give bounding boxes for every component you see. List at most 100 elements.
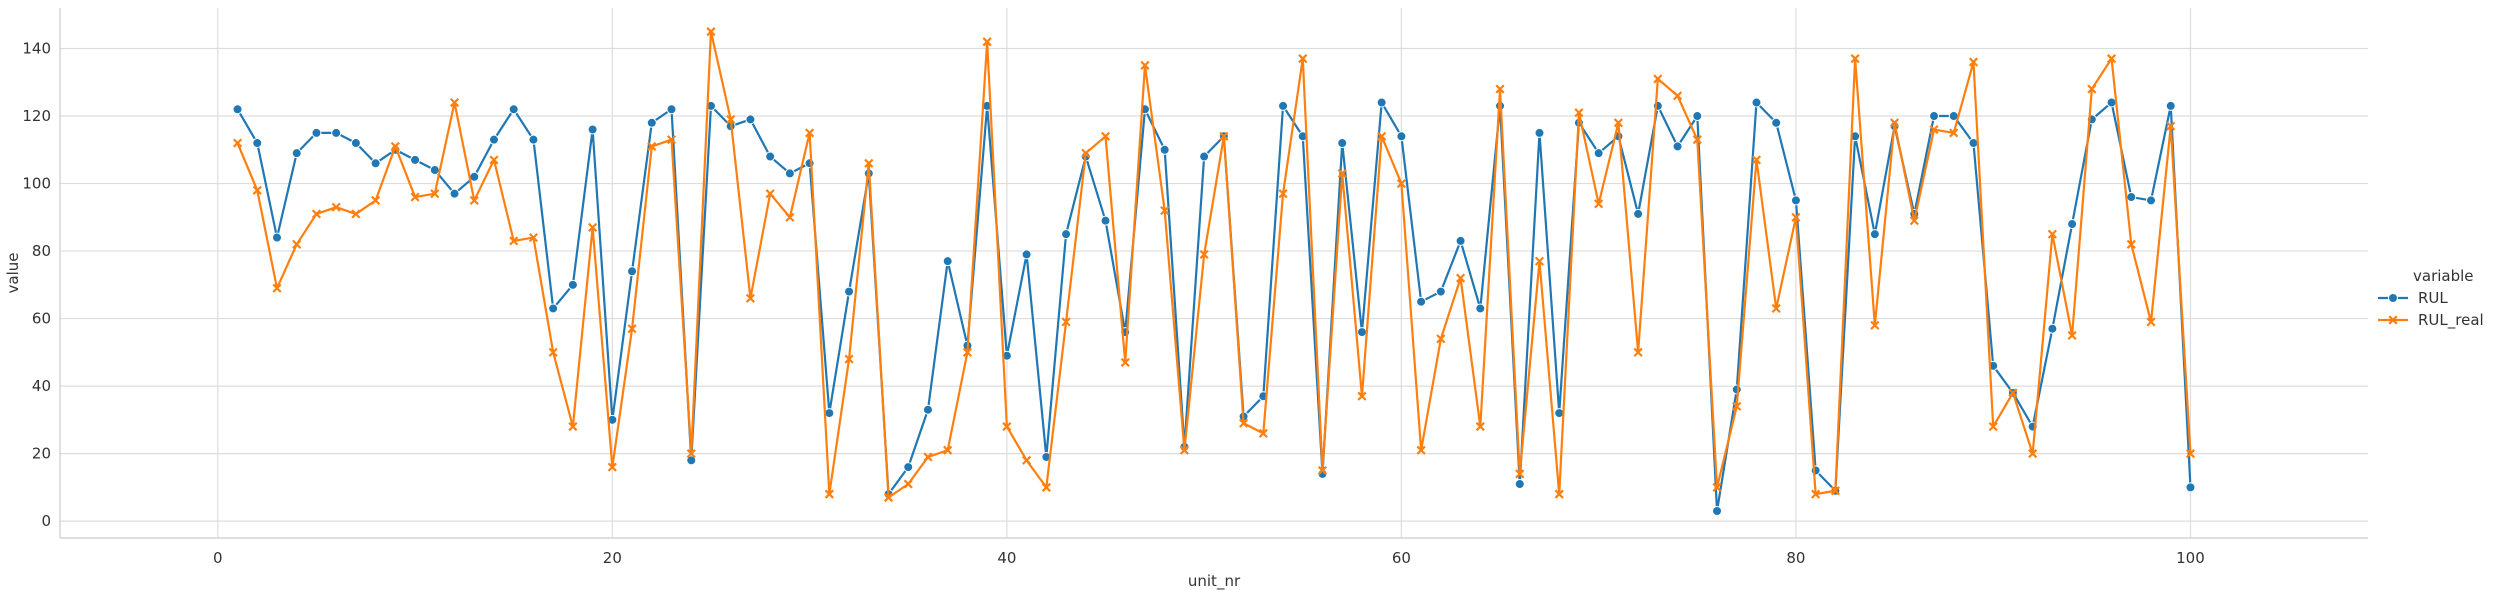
data-point: [844, 354, 854, 364]
data-point: [1278, 189, 1288, 199]
data-point: [1199, 151, 1210, 162]
data-point: [1830, 486, 1840, 496]
data-point: [390, 141, 400, 151]
x-tick-label: 80: [1786, 549, 1805, 567]
x-tick-label: 40: [997, 549, 1016, 567]
tick-labels: 0 20 40 60 80 100 0 20 40 60 80 100 120 140: [22, 40, 2204, 567]
data-point: [962, 347, 972, 357]
data-point: [1534, 127, 1545, 138]
data-point: [726, 114, 736, 124]
data-point: [805, 128, 815, 138]
legend-label: RUL: [2418, 289, 2448, 307]
data-point: [844, 286, 855, 297]
legend-marker: [2388, 293, 2398, 303]
data-point: [1692, 135, 1702, 145]
data-point: [922, 404, 933, 415]
data-point: [1435, 286, 1446, 297]
data-point: [1160, 205, 1170, 216]
y-tick-label: 20: [32, 445, 51, 463]
data-point: [2146, 317, 2156, 327]
data-point: [1337, 168, 1347, 178]
data-point: [232, 104, 243, 115]
data-point: [1574, 108, 1584, 118]
data-point: [1771, 303, 1781, 314]
data-point: [2067, 219, 2078, 230]
data-point: [449, 188, 460, 199]
axes: [59, 8, 2368, 539]
data-point: [1909, 216, 1919, 226]
data-point: [785, 212, 795, 222]
data-point: [1771, 117, 1782, 128]
data-point: [1396, 131, 1407, 142]
data-point: [1514, 478, 1525, 489]
data-point: [1613, 118, 1623, 128]
series-rul-real: [232, 27, 2196, 503]
series-line: [236, 30, 2192, 499]
data-point: [1021, 249, 1032, 260]
data-point: [1356, 327, 1367, 338]
y-tick-label: 60: [32, 310, 51, 328]
data-point: [804, 158, 815, 169]
data-point: [1337, 138, 1348, 149]
data-point: [1041, 482, 1051, 492]
legend-label: RUL_real: [2418, 311, 2484, 330]
data-point: [429, 165, 440, 176]
data-point: [370, 158, 381, 169]
data-point: [371, 195, 381, 205]
data-point: [1140, 60, 1150, 70]
data-point: [706, 27, 716, 37]
data-point: [883, 492, 894, 503]
data-point: [1317, 465, 1328, 476]
data-point: [1159, 144, 1170, 155]
series-rul: [232, 97, 2196, 516]
data-point: [1376, 97, 1387, 108]
data-point: [232, 138, 243, 148]
data-point: [1811, 489, 1821, 499]
data-point: [903, 479, 913, 489]
data-point: [1791, 212, 1801, 222]
data-point: [291, 148, 302, 159]
data-point: [1949, 128, 1959, 138]
data-point: [1455, 235, 1466, 246]
data-point: [1929, 124, 1939, 135]
x-tick-label: 100: [2176, 549, 2205, 567]
data-point: [2166, 121, 2176, 131]
data-point: [1594, 199, 1604, 209]
data-point: [1870, 320, 1880, 330]
data-point: [508, 104, 519, 115]
y-axis-label: value: [4, 253, 22, 294]
series-line: [236, 101, 2192, 513]
data-point: [1988, 422, 1998, 432]
data-point: [627, 266, 638, 277]
data-point: [1377, 131, 1387, 141]
data-point: [2165, 100, 2176, 111]
data-point: [2146, 195, 2157, 206]
data-point: [1850, 54, 1860, 64]
data-point: [745, 293, 756, 303]
data-point: [1751, 155, 1762, 165]
data-point: [942, 256, 953, 267]
data-point: [311, 209, 322, 219]
y-tick-label: 120: [22, 107, 51, 125]
y-tick-label: 80: [32, 242, 51, 260]
data-point: [1633, 347, 1643, 357]
data-point: [2106, 54, 2117, 64]
data-point: [2185, 482, 2196, 493]
data-point: [1712, 505, 1723, 516]
y-tick-label: 0: [41, 512, 51, 530]
data-point: [1179, 445, 1189, 455]
data-point: [1732, 401, 1742, 411]
data-point: [1100, 215, 1111, 226]
data-point: [1120, 357, 1130, 368]
data-point: [1416, 296, 1427, 307]
data-point: [1554, 489, 1564, 499]
data-point: [449, 97, 460, 108]
x-tick-label: 60: [1392, 549, 1411, 567]
data-point: [765, 189, 775, 199]
data-point: [469, 195, 479, 205]
data-point: [1751, 97, 1762, 108]
data-point: [1100, 131, 1111, 141]
data-point: [1396, 178, 1406, 189]
data-point: [1081, 148, 1091, 158]
